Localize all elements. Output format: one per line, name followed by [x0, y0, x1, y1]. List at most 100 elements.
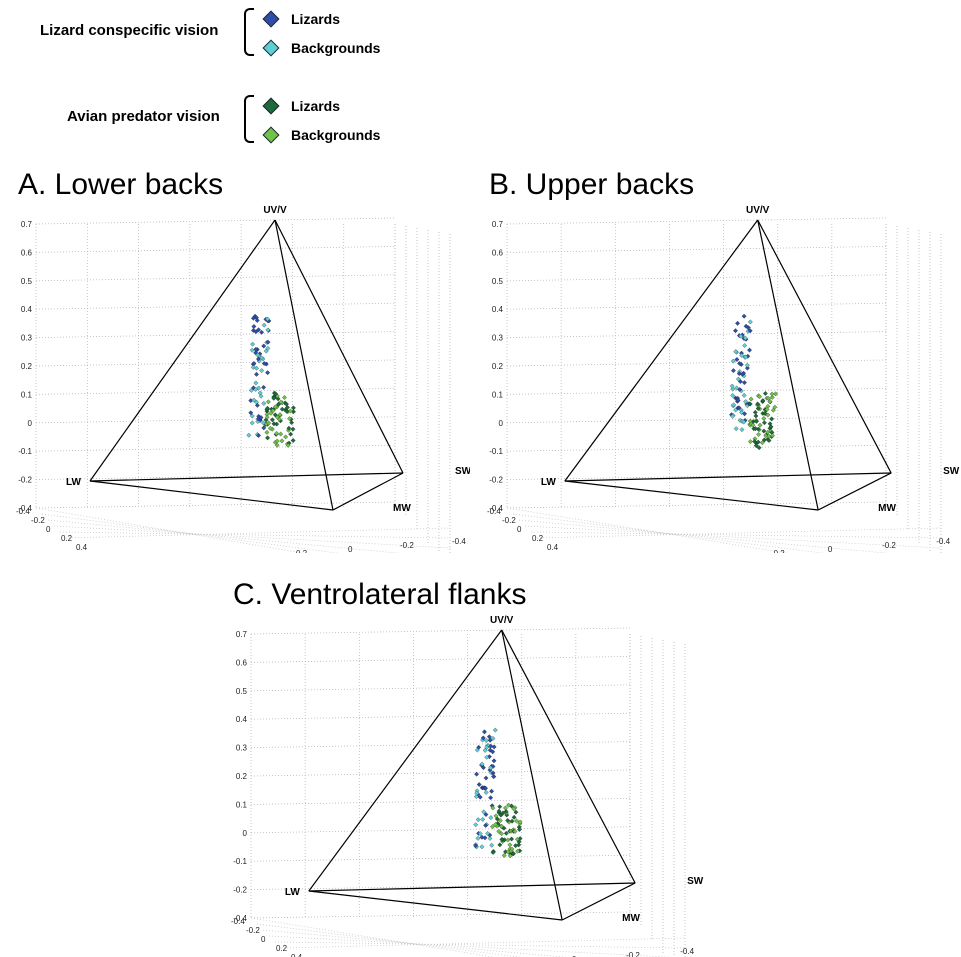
data-point — [748, 396, 754, 402]
y-tick-label: 0.6 — [91, 552, 103, 553]
data-point — [747, 401, 753, 407]
z-tick-label: 0.4 — [21, 305, 33, 314]
data-point — [251, 324, 257, 329]
y-tick-label: 0.4 — [76, 543, 88, 552]
z-tick-label: -0.2 — [489, 476, 503, 485]
data-point — [511, 851, 516, 857]
data-point — [259, 368, 265, 374]
data-point — [753, 443, 759, 449]
z-tick-label: -0.4 — [18, 504, 32, 513]
data-point — [750, 422, 756, 428]
y-tick-label: 0.6 — [562, 552, 574, 553]
data-point — [261, 322, 267, 328]
data-point — [516, 839, 522, 845]
data-point — [753, 426, 758, 432]
tetrahedron-edge — [501, 629, 636, 884]
data-point — [769, 416, 775, 422]
data-point — [256, 433, 261, 438]
tetrahedron-edge — [564, 472, 892, 482]
data-point — [473, 822, 479, 828]
data-point — [284, 401, 289, 407]
vertex-label: SW — [687, 876, 704, 887]
tetrahedron-edge — [757, 219, 892, 474]
data-point — [474, 790, 480, 796]
data-point — [485, 831, 491, 836]
grid-line — [250, 911, 631, 919]
data-point — [278, 399, 284, 405]
data-point — [735, 376, 741, 382]
data-point — [491, 744, 497, 750]
data-point — [482, 747, 488, 753]
data-point — [479, 834, 485, 840]
data-point — [765, 412, 771, 418]
data-point — [512, 829, 518, 834]
data-point — [287, 416, 292, 422]
z-tick-label: 0.6 — [236, 658, 248, 667]
vertex-label: LW — [541, 477, 557, 488]
legend-marker — [262, 10, 280, 28]
data-point — [274, 442, 280, 448]
data-point — [761, 416, 767, 421]
x-tick-label: -0.2 — [400, 541, 414, 550]
data-point — [265, 370, 271, 376]
data-point — [766, 438, 772, 443]
data-point — [761, 428, 767, 434]
z-tick-label: 0.6 — [492, 248, 504, 257]
data-point — [283, 434, 289, 440]
z-tick-label: -0.1 — [489, 447, 503, 456]
data-point — [288, 431, 294, 437]
grid-line — [524, 525, 942, 549]
legend-brace — [244, 95, 254, 143]
data-point — [475, 817, 481, 823]
data-point — [731, 402, 736, 408]
panel-title: A. Lower backs — [18, 168, 224, 201]
data-point — [483, 775, 489, 781]
data-point — [517, 819, 523, 825]
data-point — [739, 371, 745, 377]
data-point — [277, 412, 283, 418]
data-point — [731, 368, 736, 373]
data-point — [741, 313, 747, 319]
data-point — [254, 318, 260, 323]
data-point — [487, 836, 493, 841]
y-tick-label: 0 — [517, 525, 522, 534]
tetrahedron-edge — [561, 882, 636, 921]
data-point — [488, 795, 494, 801]
data-point — [507, 842, 513, 848]
data-point — [279, 406, 285, 412]
data-point — [486, 734, 492, 740]
grid-line — [35, 507, 305, 553]
grid-line — [59, 531, 451, 539]
grid-line — [47, 519, 401, 553]
legend-marker — [262, 39, 280, 57]
data-point — [492, 727, 498, 733]
data-point — [762, 391, 768, 396]
vertex-label: SW — [455, 466, 470, 477]
grid-line — [530, 531, 942, 539]
tetrahedron-edge — [89, 219, 276, 482]
data-point — [248, 387, 254, 393]
data-point — [265, 316, 270, 322]
data-point — [261, 425, 267, 431]
z-tick-label: 0.2 — [236, 772, 248, 781]
grid-line — [506, 331, 887, 338]
legend-item-label: Backgrounds — [291, 127, 381, 143]
grid-line — [280, 937, 686, 949]
data-point — [473, 843, 479, 849]
data-point — [488, 815, 494, 821]
data-point — [497, 818, 503, 823]
data-point — [767, 398, 773, 404]
z-tick-label: -0.2 — [18, 476, 32, 485]
z-tick-label: -0.4 — [489, 504, 503, 513]
x-tick-label: -0.4 — [936, 537, 950, 546]
data-point — [496, 828, 502, 834]
data-point — [285, 443, 291, 448]
grid-line — [35, 331, 396, 338]
z-tick-label: 0.5 — [236, 687, 248, 696]
vertex-label: LW — [66, 477, 82, 488]
data-point — [769, 394, 775, 400]
data-point — [741, 392, 747, 398]
data-point — [480, 817, 486, 822]
data-point — [513, 843, 519, 849]
data-point — [507, 853, 513, 859]
